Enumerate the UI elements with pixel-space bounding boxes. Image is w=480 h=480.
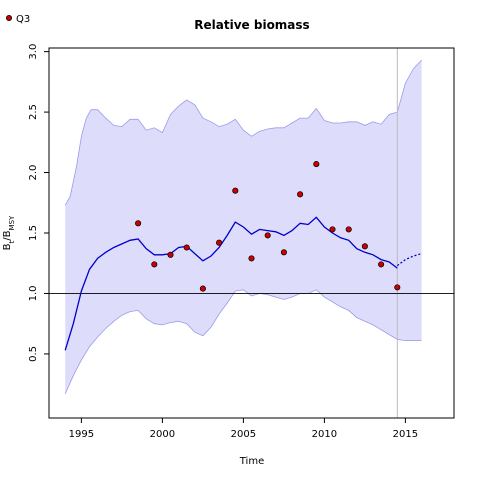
data-point-q3 bbox=[361, 243, 368, 250]
y-tick-label: 0.5 bbox=[28, 346, 39, 362]
data-point-q3 bbox=[394, 284, 401, 291]
legend-label-q3: Q3 bbox=[16, 14, 30, 25]
band-lower-edge bbox=[64, 289, 422, 394]
x-axis: 1995 2000 2005 2010 2015 bbox=[69, 418, 418, 440]
chart-title: Relative biomass bbox=[194, 18, 309, 32]
data-point-q3 bbox=[151, 261, 158, 268]
x-tick-label: 2015 bbox=[393, 429, 418, 440]
y-tick-label: 2.5 bbox=[28, 104, 39, 120]
data-point-q3 bbox=[167, 251, 174, 258]
y-tick-label: 2.0 bbox=[28, 165, 39, 181]
data-point-q3 bbox=[345, 226, 352, 233]
plot-area bbox=[49, 48, 454, 418]
forecast-line bbox=[396, 252, 422, 267]
data-point-q3 bbox=[329, 226, 336, 233]
data-point-q3 bbox=[232, 187, 239, 194]
data-point-q3 bbox=[264, 232, 271, 239]
data-point-q3 bbox=[199, 285, 206, 292]
data-point-q3 bbox=[378, 261, 385, 268]
data-point-q3 bbox=[183, 244, 190, 251]
data-point-q3 bbox=[280, 249, 287, 256]
y-tick-label: 1.5 bbox=[28, 225, 39, 241]
x-tick-label: 2000 bbox=[150, 429, 175, 440]
estimate-line bbox=[64, 216, 398, 351]
data-point-q3 bbox=[135, 220, 142, 227]
y-tick-label: 3.0 bbox=[28, 44, 39, 60]
y-tick-label: 1.0 bbox=[28, 286, 39, 302]
data-point-q3 bbox=[248, 255, 255, 262]
data-point-q3 bbox=[313, 161, 320, 168]
x-tick-label: 1995 bbox=[69, 429, 94, 440]
x-tick-label: 2005 bbox=[231, 429, 256, 440]
legend: Q3 bbox=[6, 14, 30, 25]
data-point-q3 bbox=[216, 239, 223, 246]
data-point-q3 bbox=[297, 191, 304, 198]
band-upper-edge bbox=[64, 59, 422, 206]
x-axis-label: Time bbox=[239, 456, 264, 467]
x-tick-label: 2010 bbox=[312, 429, 337, 440]
y-axis: 0.5 1.0 1.5 2.0 2.5 3.0 bbox=[28, 44, 49, 362]
legend-marker-q3 bbox=[6, 14, 12, 21]
y-axis-label: Bt/BMSY bbox=[2, 215, 16, 250]
